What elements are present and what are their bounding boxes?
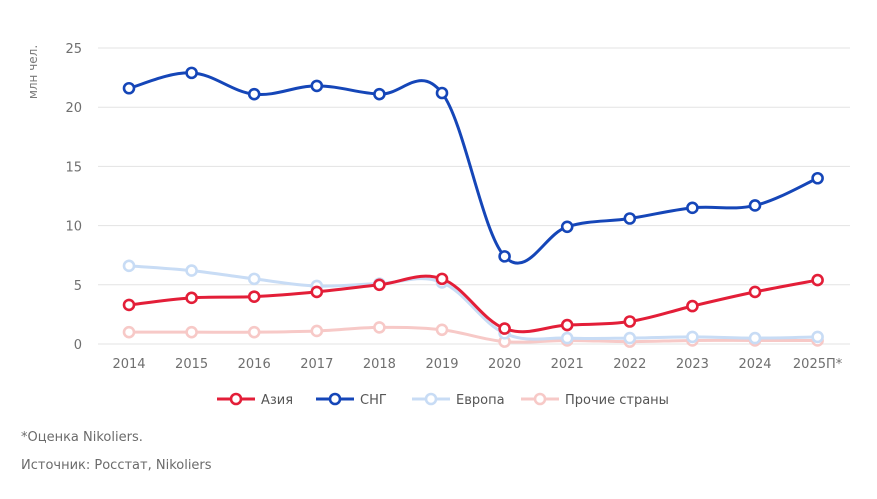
- data-point-asia: [310, 285, 324, 299]
- data-point-europe: [686, 330, 699, 344]
- x-tick-label: 2019: [425, 357, 458, 372]
- legend-label: СНГ: [360, 393, 387, 408]
- data-point-asia: [185, 291, 198, 305]
- data-point-cis: [686, 201, 699, 215]
- data-point-europe: [247, 272, 261, 286]
- legend-swatch-marker: [533, 392, 547, 406]
- data-point-asia: [498, 322, 511, 335]
- data-point-asia: [373, 278, 386, 292]
- data-point-other: [373, 321, 386, 334]
- legend-label: Азия: [261, 393, 293, 408]
- x-tick-label: 2018: [363, 357, 396, 372]
- data-point-europe: [122, 259, 136, 273]
- data-point-europe: [623, 331, 637, 345]
- y-tick-label: 20: [65, 101, 82, 116]
- data-point-asia: [560, 318, 574, 332]
- data-point-cis: [498, 250, 511, 263]
- data-point-cis: [122, 81, 136, 95]
- legend-swatch-marker: [424, 392, 438, 406]
- series-layer: [122, 66, 824, 348]
- data-point-cis: [373, 87, 386, 101]
- data-point-asia: [247, 290, 261, 303]
- data-point-other: [247, 325, 261, 339]
- legend-label: Европа: [456, 393, 505, 408]
- legend-label: Прочие страны: [565, 393, 669, 408]
- series-line-cis: [127, 71, 820, 265]
- data-point-asia: [748, 285, 762, 299]
- series-other: [122, 321, 824, 348]
- data-point-europe: [560, 331, 574, 345]
- data-point-other: [122, 325, 136, 339]
- data-point-other: [185, 325, 198, 339]
- y-tick-label: 25: [65, 42, 82, 57]
- data-point-other: [435, 323, 449, 337]
- data-point-europe: [748, 331, 762, 345]
- data-point-cis: [185, 66, 198, 80]
- x-tick-label: 2024: [738, 357, 771, 372]
- data-point-other: [310, 324, 324, 338]
- data-point-cis: [811, 171, 824, 185]
- x-tick-label: 2021: [551, 357, 584, 372]
- line-chart: 0 5 10 15 20 25 млн чел. 2014 2015 2016 2017 2018…: [26, 42, 850, 408]
- x-tick-label: 2022: [613, 357, 646, 372]
- data-point-cis: [435, 86, 449, 100]
- legend-item-asia[interactable]: Азия: [217, 392, 293, 408]
- data-point-cis: [560, 220, 574, 234]
- data-point-cis: [310, 79, 324, 93]
- data-point-cis: [748, 199, 762, 212]
- grid: [98, 47, 850, 345]
- legend-swatch-marker: [328, 392, 342, 406]
- data-point-cis: [623, 212, 637, 225]
- y-tick-label: 10: [65, 220, 82, 235]
- series-cis: [122, 66, 824, 265]
- data-point-asia: [435, 272, 449, 286]
- x-axis-ticks: 2014 2015 2016 2017 2018 2019 2020 2021 2022 2023…: [112, 357, 842, 372]
- source-note: Источник: Росстат, Nikoliers: [21, 458, 212, 473]
- y-tick-label: 0: [74, 338, 82, 353]
- x-tick-label: 2025П*: [793, 357, 843, 372]
- data-point-asia: [122, 298, 136, 312]
- series-asia: [122, 272, 824, 335]
- data-point-europe: [811, 330, 824, 344]
- data-point-asia: [686, 299, 699, 313]
- data-point-europe: [185, 264, 198, 277]
- y-axis-ticks: 0 5 10 15 20 25: [65, 42, 82, 353]
- legend-item-europe[interactable]: Европа: [412, 392, 505, 408]
- legend: Азия СНГ Европа Прочие страны: [217, 392, 669, 408]
- series-line-other: [127, 325, 820, 344]
- x-tick-label: 2014: [112, 357, 145, 372]
- data-point-asia: [623, 315, 637, 328]
- legend-item-other[interactable]: Прочие страны: [521, 392, 669, 408]
- x-tick-label: 2015: [175, 357, 208, 372]
- x-tick-label: 2017: [300, 357, 333, 372]
- y-axis-label: млн чел.: [26, 45, 40, 99]
- data-point-cis: [247, 87, 261, 101]
- legend-item-cis[interactable]: СНГ: [316, 392, 387, 408]
- y-tick-label: 15: [65, 160, 82, 175]
- x-tick-label: 2023: [676, 357, 709, 372]
- data-point-asia: [811, 273, 824, 287]
- legend-swatch-marker: [229, 392, 243, 406]
- estimate-note: *Оценка Nikoliers.: [21, 430, 143, 445]
- x-tick-label: 2016: [238, 357, 271, 372]
- x-tick-label: 2020: [488, 357, 521, 372]
- y-tick-label: 5: [74, 279, 82, 294]
